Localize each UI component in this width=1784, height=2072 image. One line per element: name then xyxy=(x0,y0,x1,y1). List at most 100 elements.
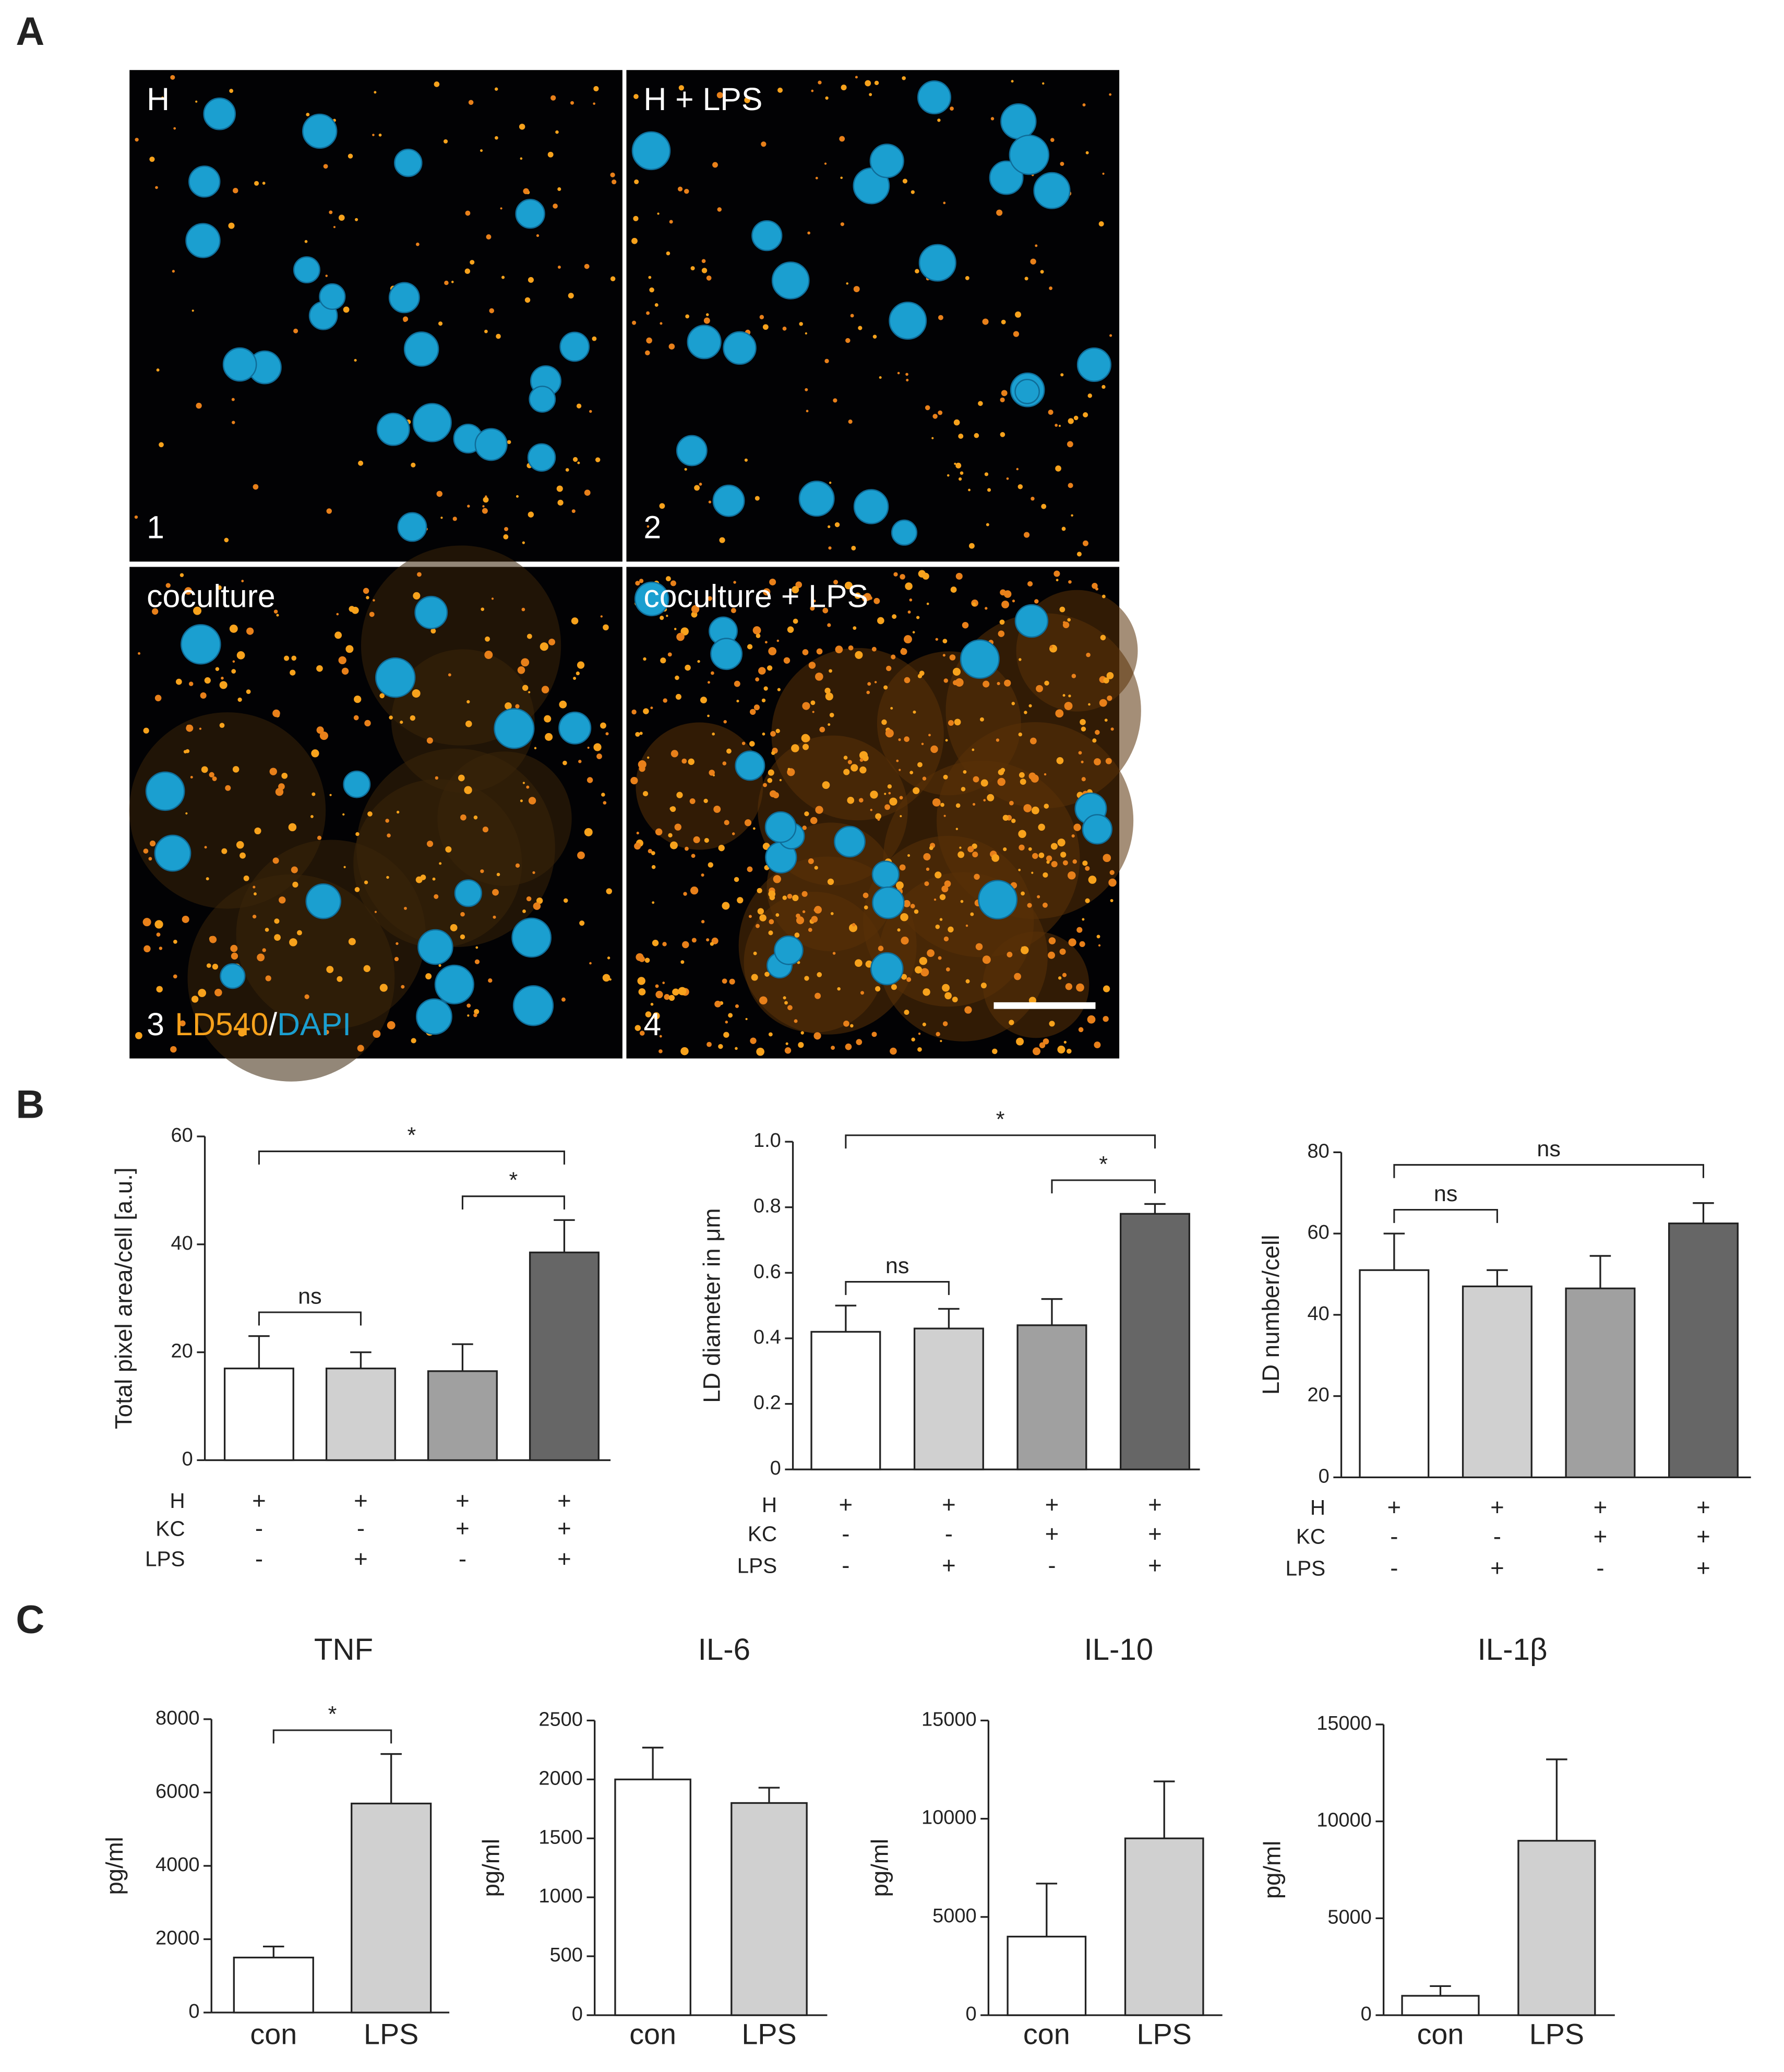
lipid-droplet xyxy=(1050,843,1058,850)
lipid-droplet xyxy=(769,578,776,585)
lipid-droplet xyxy=(240,852,246,859)
lipid-droplet xyxy=(161,97,164,99)
lipid-droplet xyxy=(288,823,297,832)
lipid-droplet xyxy=(829,669,832,673)
lipid-droplet xyxy=(486,234,492,239)
lipid-droplet xyxy=(891,654,896,660)
lipid-droplet xyxy=(755,677,760,682)
lipid-droplet xyxy=(214,988,222,997)
lipid-droplet xyxy=(605,732,609,736)
lipid-droplet xyxy=(812,711,815,713)
lipid-droplet xyxy=(394,956,399,962)
lipid-droplet xyxy=(411,462,416,468)
lipid-droplet xyxy=(572,457,578,462)
nucleus xyxy=(220,963,246,989)
lipid-droplet xyxy=(950,106,954,111)
bar xyxy=(1016,1324,1087,1470)
lipid-droplet xyxy=(466,700,470,704)
nucleus xyxy=(145,771,185,811)
bar xyxy=(614,1778,691,2016)
lipid-droplet xyxy=(792,894,799,902)
lipid-droplet xyxy=(364,720,371,727)
lipid-droplet xyxy=(465,210,471,216)
nucleus xyxy=(416,998,452,1035)
lipid-droplet xyxy=(541,686,549,693)
lipid-droplet xyxy=(1109,93,1112,96)
lipid-droplet xyxy=(596,753,602,759)
nucleus xyxy=(414,595,448,629)
lipid-droplet xyxy=(652,901,655,904)
lipid-droplet xyxy=(221,848,228,854)
significance-bracket xyxy=(258,1151,565,1165)
lipid-droplet xyxy=(310,815,314,818)
lipid-droplet xyxy=(684,188,689,194)
lipid-droplet xyxy=(224,537,229,543)
y-tick-label: 10000 xyxy=(1316,1810,1372,1831)
lipid-droplet xyxy=(646,525,650,528)
lipid-droplet xyxy=(768,1032,773,1037)
lipid-droplet xyxy=(900,574,905,580)
lipid-droplet xyxy=(819,726,825,733)
lipid-droplet xyxy=(534,747,537,749)
significance-bracket xyxy=(1393,1164,1704,1178)
lipid-droplet xyxy=(1019,844,1025,851)
condition-sign: + xyxy=(252,1488,266,1514)
lipid-droplet xyxy=(1043,1038,1049,1045)
image-title: H xyxy=(147,81,170,117)
lipid-droplet xyxy=(528,277,534,283)
lipid-droplet xyxy=(942,639,948,644)
lipid-droplet xyxy=(735,1004,739,1008)
condition-sign: + xyxy=(557,1515,571,1542)
lipid-droplet xyxy=(636,953,644,961)
lipid-droplet xyxy=(917,674,923,678)
lipid-droplet xyxy=(1002,815,1009,821)
image-number-text: 2 xyxy=(643,510,661,545)
lipid-droplet xyxy=(325,274,328,277)
lipid-droplet xyxy=(896,759,899,762)
condition-name: H xyxy=(1310,1495,1325,1519)
lipid-droplet xyxy=(907,854,911,857)
lipid-droplet xyxy=(536,234,540,237)
lipid-droplet xyxy=(1044,680,1049,686)
lipid-droplet xyxy=(860,991,865,995)
lipid-droplet xyxy=(801,734,810,742)
lipid-droplet xyxy=(830,912,834,915)
lipid-droplet xyxy=(1094,758,1101,765)
significance-bracket xyxy=(1393,1209,1498,1223)
lipid-droplet xyxy=(1011,818,1016,823)
lipid-droplet xyxy=(678,987,687,996)
bar xyxy=(913,1327,984,1470)
lipid-droplet xyxy=(681,758,687,764)
lipid-droplet xyxy=(379,984,388,992)
lipid-droplet xyxy=(348,153,353,159)
lipid-droplet xyxy=(783,996,786,1000)
x-tick-label: con xyxy=(250,2018,297,2050)
lipid-droplet xyxy=(179,1020,186,1026)
lipid-droplet xyxy=(735,1047,738,1050)
lipid-droplet xyxy=(710,942,714,946)
nucleus xyxy=(527,443,556,472)
lipid-droplet xyxy=(955,572,963,580)
lipid-droplet xyxy=(843,756,848,760)
lipid-droplet xyxy=(941,885,949,893)
significance-label: * xyxy=(1099,1152,1108,1177)
lipid-droplet xyxy=(832,952,836,955)
significance-bracket xyxy=(258,1311,362,1326)
bar xyxy=(810,1331,881,1470)
significance-bracket xyxy=(845,1281,950,1295)
lipid-droplet xyxy=(279,896,286,904)
lipid-droplet xyxy=(972,602,976,606)
lipid-droplet xyxy=(997,681,1000,686)
lipid-droplet xyxy=(1071,674,1076,678)
lipid-droplet xyxy=(204,846,207,849)
lipid-droplet xyxy=(1003,847,1007,852)
lipid-droplet xyxy=(850,1024,854,1028)
lipid-droplet xyxy=(919,957,928,965)
lipid-droplet xyxy=(135,138,139,142)
lipid-droplet xyxy=(713,805,721,813)
lipid-droplet xyxy=(660,322,663,325)
nucleus xyxy=(305,883,342,919)
lipid-droplet xyxy=(982,955,991,964)
lipid-droplet xyxy=(736,700,739,703)
lipid-droplet xyxy=(417,572,422,577)
